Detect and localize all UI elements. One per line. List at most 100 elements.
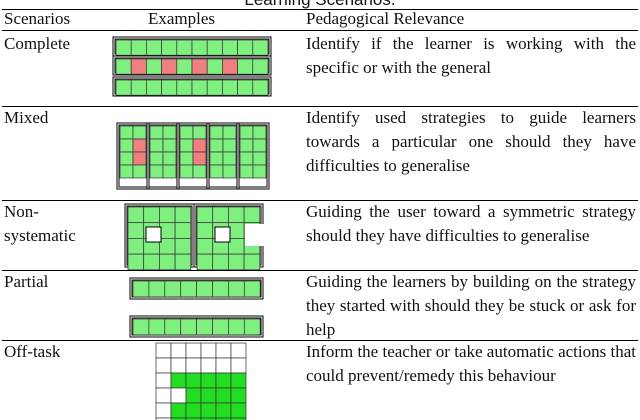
cell [130,79,147,96]
frame [112,76,272,97]
cell [191,58,208,75]
cell [239,151,254,166]
cell [179,151,194,166]
cell [149,125,164,140]
cell [159,253,176,271]
cell [222,39,238,56]
cell [209,138,224,153]
cell [132,280,150,298]
hole [145,226,162,243]
cell [119,138,134,153]
cell [215,372,232,389]
cell [130,39,147,56]
scenario-name: Partial [4,272,49,291]
cell [161,39,178,56]
cell [159,206,176,224]
rule [2,270,638,271]
cell [127,253,145,271]
cell [164,318,182,336]
hole [214,226,231,243]
cell [200,387,217,404]
cell [228,206,245,224]
cell [162,164,177,179]
cell [196,238,214,255]
cell [115,39,132,56]
cell [155,372,172,389]
cell [185,417,202,420]
cell [162,138,177,153]
cell [192,164,207,179]
cell [200,357,217,374]
cell [132,318,150,336]
cell [212,253,229,271]
cell [127,222,145,239]
cell [230,372,247,389]
cell [222,125,237,140]
cell [149,151,164,166]
cell [176,39,193,56]
frame [112,55,272,76]
cell [222,164,237,179]
cell [252,39,269,56]
cell [215,342,232,359]
cell [212,206,229,224]
rule [2,200,638,201]
rule [2,106,638,107]
column-header: Pedagogical Relevance [306,9,465,28]
cell [209,151,224,166]
cell [239,138,254,153]
cell [243,280,261,298]
cell [228,238,245,255]
notch [245,224,265,246]
cell [161,79,178,96]
cell [212,318,229,336]
cell [200,342,217,359]
column-header: Examples [148,9,216,28]
cell [146,79,162,96]
cell [130,58,147,75]
cell [192,125,207,140]
cell [228,318,245,336]
cell [170,402,187,419]
frame [129,315,264,338]
relevance-text: Inform the teacher or take automatic act… [306,342,636,385]
cell [119,125,134,140]
cell [180,280,197,298]
cell [159,238,176,255]
cell [174,222,192,239]
cell [155,357,172,374]
cell [252,79,269,96]
cell [200,372,217,389]
scenario-name: Mixed [4,108,49,127]
cell [191,39,208,56]
cell [127,206,145,224]
cell [143,253,160,271]
cell [155,417,172,420]
cell [243,318,261,336]
cell [155,387,172,404]
cell [215,357,232,374]
cell [170,387,187,404]
cell [209,164,224,179]
cell [215,402,232,419]
cell [170,372,187,389]
cell [230,402,247,419]
cell [185,387,202,404]
column-header: Scenarios [4,9,71,28]
cell [132,164,147,179]
cell [155,342,172,359]
cell [192,151,207,166]
cell [192,138,207,153]
relevance-text: Identify used strategies to guide learne… [306,108,636,175]
cell [185,357,202,374]
cell [162,151,177,166]
cell [200,402,217,419]
cell [179,164,194,179]
cell [200,417,217,420]
cell [230,357,247,374]
cell [164,280,182,298]
rule [2,30,638,31]
cell [179,125,194,140]
